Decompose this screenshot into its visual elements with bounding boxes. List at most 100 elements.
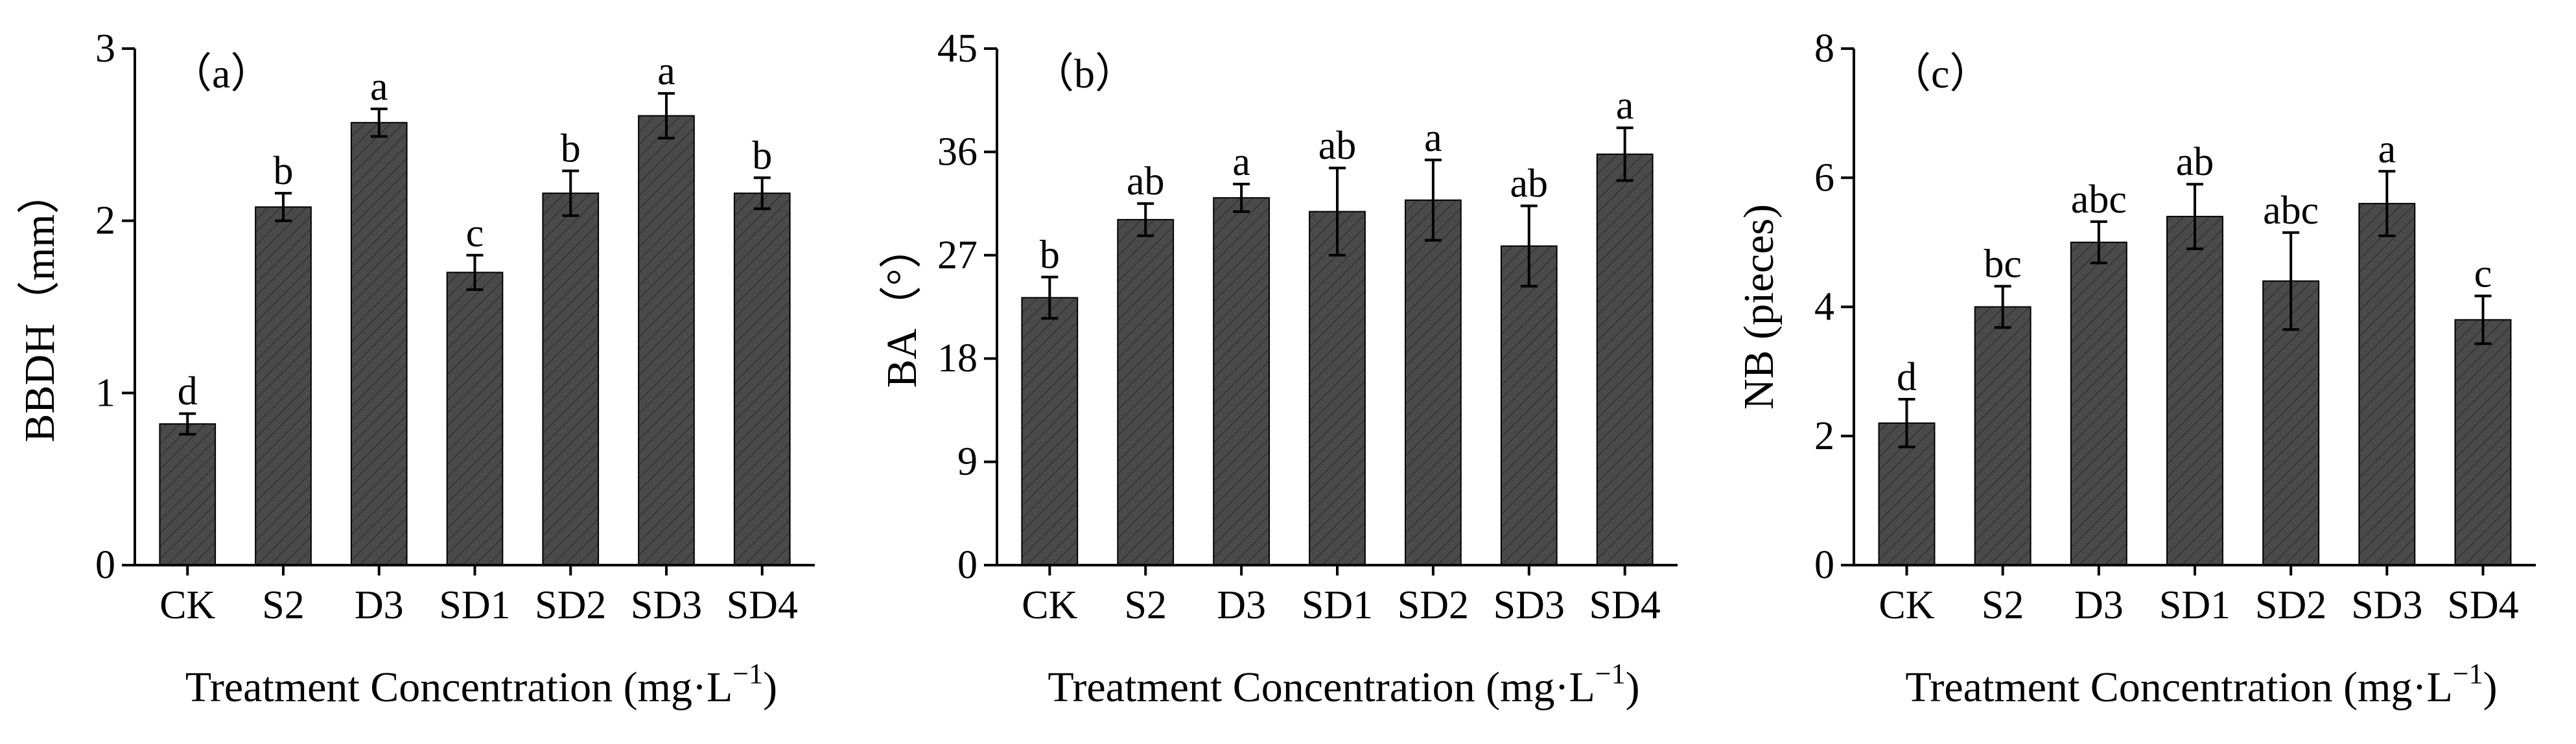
chart-panel-3: 0 2 4 6 8 d CK bc S2 abc D3 ab SD1 abc SD2 a SD3 c SD4 （c） N… <box>1735 27 2536 711</box>
significance-letter: b <box>561 127 581 171</box>
significance-letter: a <box>370 65 388 109</box>
y-tick-label: 9 <box>957 440 978 484</box>
y-tick-label: 27 <box>937 233 978 277</box>
bar-ck <box>1021 297 1079 566</box>
bar-s2 <box>255 206 312 566</box>
x-axis-title-sup: −1 <box>732 658 763 690</box>
y-axis-title: BA（°） <box>878 226 926 388</box>
panel-label: （a） <box>170 51 272 97</box>
x-tick-label: S2 <box>262 583 304 627</box>
error-bar-d3 <box>370 107 388 138</box>
error-bar-s2 <box>1137 202 1154 237</box>
significance-letter: d <box>178 369 198 413</box>
bar-ck <box>159 423 217 566</box>
significance-letter: c <box>2474 252 2492 296</box>
x-tick-label: CK <box>1879 583 1934 627</box>
x-axis-title-sup: −1 <box>1595 658 1626 690</box>
bar-d3 <box>2070 241 2127 566</box>
significance-letter: ab <box>1510 162 1549 206</box>
x-tick-label: SD3 <box>631 583 702 627</box>
significance-letter: a <box>2378 127 2396 171</box>
error-bar-sd4 <box>2474 294 2492 345</box>
significance-letter: c <box>466 211 484 255</box>
chart-panel-1: 0 1 2 3 d CK b S2 a D3 c SD1 b SD2 a SD3 b SD4 （a） BBDH（mm）… <box>16 27 815 711</box>
bar-s2 <box>1974 306 2032 566</box>
y-tick-label: 6 <box>1814 156 1834 200</box>
x-axis-title-main: Treatment Concentration (mg·L <box>185 664 732 711</box>
bar-sd4 <box>2454 319 2512 566</box>
x-axis-title-main: Treatment Concentration (mg·L <box>1905 664 2452 711</box>
error-bar-sd3 <box>657 92 675 140</box>
x-axis-title-close: ) <box>2483 664 2498 711</box>
bar-d3 <box>1213 197 1270 566</box>
significance-letter: ab <box>2176 140 2214 184</box>
panel-label: （b） <box>1033 51 1136 97</box>
x-tick-label: SD4 <box>2447 583 2518 627</box>
y-tick-label: 0 <box>95 543 115 587</box>
x-tick-label: SD2 <box>2255 583 2326 627</box>
error-bar-sd4 <box>753 176 771 211</box>
error-bar-sd2 <box>562 169 580 217</box>
y-tick-label: 36 <box>937 130 978 174</box>
error-bar-sd2 <box>2282 231 2300 331</box>
x-tick-label: CK <box>159 583 215 627</box>
significance-letter: b <box>274 149 294 193</box>
significance-letter: a <box>1232 140 1250 184</box>
significance-letter: b <box>752 134 772 178</box>
y-tick-label: 0 <box>1814 543 1834 587</box>
bar-sd1 <box>1309 211 1366 566</box>
significance-letter: a <box>1616 84 1634 128</box>
x-axis-title: Treatment Concentration (mg·L−1) <box>185 658 777 711</box>
x-tick-label: SD1 <box>439 583 510 627</box>
significance-letter: abc <box>2263 189 2319 233</box>
error-bar-sd1 <box>466 253 484 291</box>
x-axis-title: Treatment Concentration (mg·L−1) <box>1905 658 2497 711</box>
error-bar-sd4 <box>1616 126 1633 182</box>
significance-letter: b <box>1040 233 1060 277</box>
error-bar-ck <box>179 412 196 436</box>
x-tick-label: SD1 <box>2159 583 2231 627</box>
significance-letter: abc <box>2071 178 2127 222</box>
bar-sd1 <box>2166 216 2223 566</box>
y-tick-label: 3 <box>95 27 115 71</box>
error-bar-s2 <box>1994 285 2011 329</box>
error-bar-s2 <box>275 192 292 222</box>
error-bar-sd1 <box>1329 167 1346 257</box>
significance-letter: d <box>1897 355 1917 399</box>
x-axis-title-sup: −1 <box>2453 658 2483 690</box>
x-tick-label: SD2 <box>535 583 606 627</box>
error-bar-d3 <box>2090 220 2107 264</box>
x-tick-label: SD1 <box>1302 583 1373 627</box>
x-axis-title: Treatment Concentration (mg·L−1) <box>1048 658 1639 711</box>
x-axis-title-main: Treatment Concentration (mg·L <box>1048 664 1595 711</box>
significance-letter: a <box>1424 116 1442 160</box>
x-tick-label: SD3 <box>1493 583 1565 627</box>
chart-panel-2: 0 9 18 27 36 45 b CK ab S2 a D3 ab SD1 a SD2 ab SD3 a SD4 （b… <box>878 27 1678 711</box>
bar-sd4 <box>733 192 791 566</box>
x-axis-title-close: ) <box>763 664 777 711</box>
y-tick-label: 2 <box>1814 414 1834 458</box>
y-tick-label: 45 <box>937 27 978 71</box>
significance-letter: ab <box>1127 159 1165 203</box>
x-tick-label: S2 <box>1124 583 1166 627</box>
x-tick-label: D3 <box>1217 583 1266 627</box>
error-bar-ck <box>1898 397 1915 448</box>
bar-sd3 <box>1500 245 1558 566</box>
bar-sd2 <box>1405 199 1462 566</box>
y-axis-title: BBDH（mm） <box>16 171 64 442</box>
x-tick-label: SD3 <box>2351 583 2422 627</box>
significance-letter: ab <box>1318 124 1357 168</box>
y-tick-label: 2 <box>95 199 115 243</box>
x-tick-label: D3 <box>355 583 404 627</box>
x-tick-label: SD4 <box>1589 583 1661 627</box>
y-tick-label: 1 <box>95 371 115 415</box>
x-axis-title-close: ) <box>1626 664 1640 711</box>
bar-s2 <box>1117 218 1175 566</box>
x-tick-label: SD4 <box>727 583 798 627</box>
x-tick-label: SD2 <box>1398 583 1469 627</box>
bar-sd3 <box>638 115 695 566</box>
bar-sd3 <box>2358 203 2416 566</box>
y-tick-label: 8 <box>1814 27 1834 71</box>
error-bar-sd1 <box>2186 183 2203 250</box>
